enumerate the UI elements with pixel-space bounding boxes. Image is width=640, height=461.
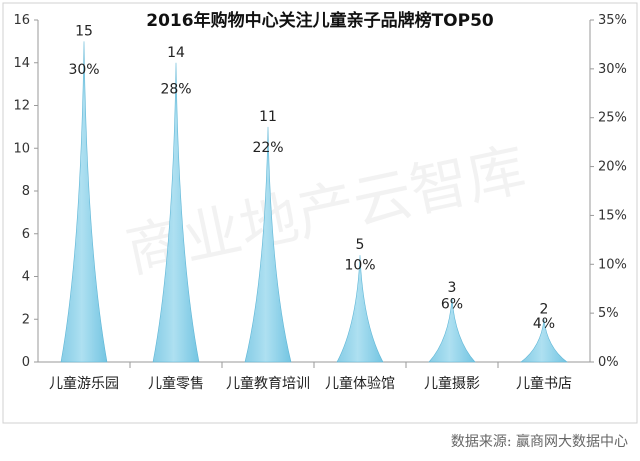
y-left-tick-label: 0 xyxy=(22,355,30,370)
percent-label: 30% xyxy=(68,62,99,78)
bar-5 xyxy=(428,297,476,363)
y-right-tick-label: 10% xyxy=(598,257,627,272)
count-label: 14 xyxy=(167,45,185,61)
count-label: 11 xyxy=(259,109,277,125)
category-label: 儿童体验馆 xyxy=(325,375,395,392)
y-left-tick-label: 8 xyxy=(22,184,30,199)
percent-label: 4% xyxy=(533,316,555,332)
labels: 15 30% 儿童游乐园 14 28% 儿童零售 11 22% 儿童教育培训 5 10% 儿童体验馆 3… xyxy=(49,23,572,392)
count-label: 3 xyxy=(448,280,457,296)
category-label: 儿童零售 xyxy=(148,375,204,392)
percent-label: 10% xyxy=(344,257,375,273)
count-label: 15 xyxy=(75,23,93,39)
y-left-tick-label: 4 xyxy=(22,270,30,285)
percent-label: 28% xyxy=(160,81,191,97)
category-label: 儿童教育培训 xyxy=(226,375,310,392)
y-left-tick-label: 14 xyxy=(13,56,30,71)
y-left-tick-label: 2 xyxy=(22,312,30,327)
y-right-tick-label: 0% xyxy=(598,355,619,370)
y-right-tick-label: 5% xyxy=(598,306,619,321)
percent-label: 6% xyxy=(441,296,463,312)
y-left-tick-label: 10 xyxy=(13,141,30,156)
y-right-tick-label: 30% xyxy=(598,62,627,77)
category-label: 儿童摄影 xyxy=(424,375,480,392)
y-right-tick-label: 15% xyxy=(598,208,627,223)
count-label: 2 xyxy=(540,301,549,317)
bar-3 xyxy=(244,126,292,363)
chart-border xyxy=(2,2,638,424)
bar-2 xyxy=(152,62,200,363)
y-left-tick-label: 12 xyxy=(13,99,30,114)
y-left-tick-label: 16 xyxy=(13,13,30,28)
y-right-tick-label: 25% xyxy=(598,111,627,126)
y-right-tick-label: 35% xyxy=(598,13,627,28)
percent-label: 22% xyxy=(252,140,283,156)
count-label: 5 xyxy=(356,237,365,253)
axes: 0 2 4 6 8 10 12 14 16 0% 5% 10% 15% 20% 25% 30% 35% xyxy=(2,2,638,424)
source-note: 数据来源: 赢商网大数据中心 xyxy=(451,433,628,450)
bar-1 xyxy=(60,41,108,363)
bar-6 xyxy=(520,319,568,363)
y-right-tick-label: 20% xyxy=(598,160,627,175)
bars xyxy=(60,41,568,363)
chart-title: 2016年购物中心关注儿童亲子品牌榜TOP50 xyxy=(146,10,494,31)
category-label: 儿童游乐园 xyxy=(49,375,119,392)
y-left-tick-label: 6 xyxy=(22,227,30,242)
category-label: 儿童书店 xyxy=(516,375,572,392)
bar-4 xyxy=(336,255,384,363)
